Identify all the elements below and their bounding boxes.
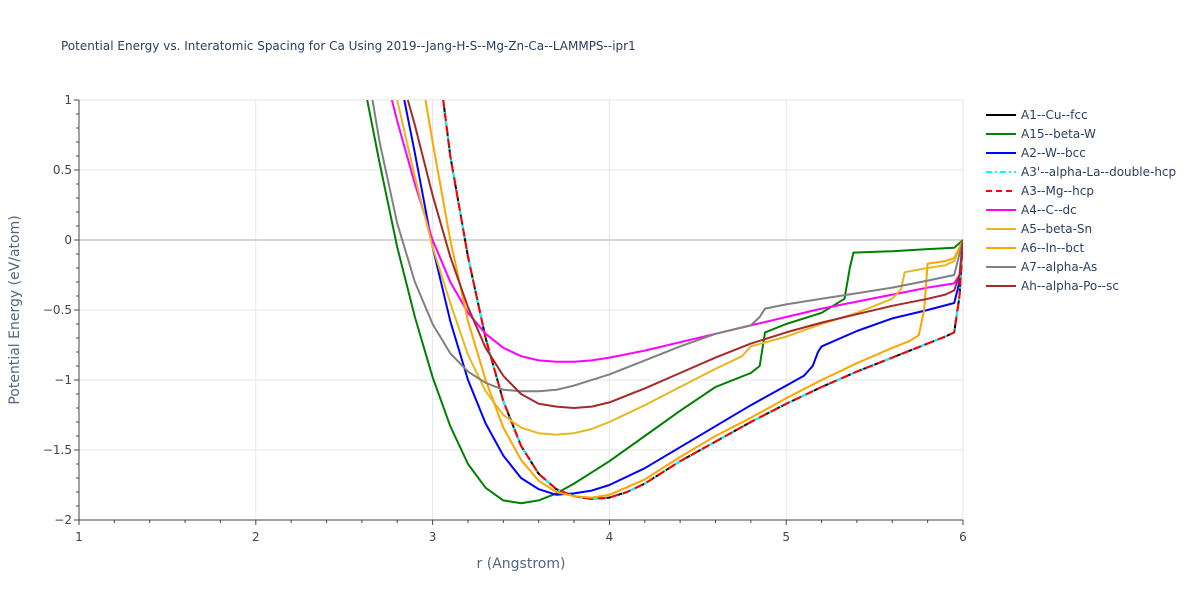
- x-tick-label: 4: [606, 530, 614, 544]
- y-tick-label: −2: [54, 513, 72, 527]
- axes: [74, 99, 964, 525]
- legend-label: A7--alpha-As: [1021, 260, 1097, 274]
- legend-item[interactable]: A15--beta-W: [986, 127, 1096, 141]
- x-tick-label: 6: [959, 530, 967, 544]
- y-tick-label: 1: [64, 93, 72, 107]
- x-tick-label: 2: [252, 530, 260, 544]
- x-axis-title: r (Angstrom): [477, 556, 566, 572]
- series-line: [396, 100, 963, 436]
- y-tick-label: −1: [54, 373, 72, 387]
- y-tick-label: −0.5: [43, 303, 72, 317]
- legend-label: A3--Mg--hcp: [1021, 184, 1094, 198]
- y-axis-title: Potential Energy (eV/atom): [7, 215, 23, 404]
- legend-item[interactable]: A3'--alpha-La--double-hcp: [986, 165, 1176, 179]
- legend-item[interactable]: A2--W--bcc: [986, 146, 1086, 160]
- x-tick-label: 3: [429, 530, 437, 544]
- legend-label: A6--In--bct: [1021, 241, 1085, 255]
- legend-item[interactable]: A3--Mg--hcp: [986, 184, 1094, 198]
- x-tick-label: 1: [75, 530, 83, 544]
- legend[interactable]: A1--Cu--fcc A15--beta-W A2--W--bcc A3'--alp…: [986, 108, 1176, 293]
- chart-title: Potential Energy vs. Interatomic Spacing…: [61, 39, 636, 53]
- legend-label: A4--C--dc: [1021, 203, 1077, 217]
- series-lines: [366, 100, 963, 505]
- series-line: [442, 100, 963, 500]
- legend-item[interactable]: A1--Cu--fcc: [986, 108, 1088, 122]
- series-line: [406, 100, 963, 409]
- series-line: [371, 100, 963, 393]
- y-tick-label: 0.5: [53, 163, 72, 177]
- x-tick-labels: 1 2 3 4 5 6: [75, 530, 967, 544]
- y-tick-label: −1.5: [43, 443, 72, 457]
- series-line: [390, 100, 963, 363]
- x-tick-label: 5: [782, 530, 790, 544]
- grid: [79, 99, 964, 520]
- y-tick-label: 0: [64, 233, 72, 247]
- legend-item[interactable]: A7--alpha-As: [986, 260, 1097, 274]
- legend-item[interactable]: A5--beta-Sn: [986, 222, 1092, 236]
- series-line: [442, 100, 963, 500]
- legend-label: A3'--alpha-La--double-hcp: [1021, 165, 1176, 179]
- legend-item[interactable]: Ah--alpha-Po--sc: [986, 279, 1119, 293]
- legend-item[interactable]: A4--C--dc: [986, 203, 1077, 217]
- y-tick-labels: 1 0.5 0 −0.5 −1 −1.5 −2: [43, 93, 72, 527]
- series-line: [366, 100, 963, 505]
- series-line: [424, 100, 963, 499]
- legend-label: A15--beta-W: [1021, 127, 1096, 141]
- legend-label: A1--Cu--fcc: [1021, 108, 1088, 122]
- legend-label: A5--beta-Sn: [1021, 222, 1092, 236]
- series-line: [403, 100, 963, 496]
- legend-item[interactable]: A6--In--bct: [986, 241, 1085, 255]
- legend-label: A2--W--bcc: [1021, 146, 1086, 160]
- legend-label: Ah--alpha-Po--sc: [1021, 279, 1119, 293]
